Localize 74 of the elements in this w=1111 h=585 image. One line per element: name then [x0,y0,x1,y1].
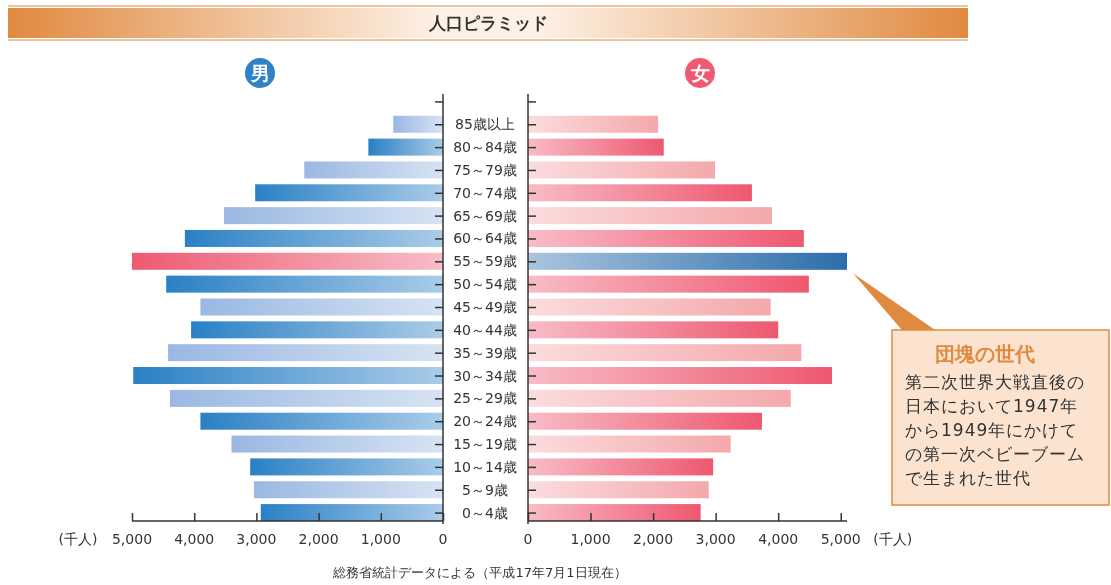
y-tick-label: 80～84歳 [453,139,517,156]
x-tick-label: 5,000 [820,531,861,547]
bar [200,412,443,430]
bar [132,252,443,270]
y-tick-label: 25～29歳 [453,390,517,407]
bar [166,275,443,293]
bar [528,275,809,293]
bar [528,344,802,362]
y-tick-label: 30～34歳 [453,367,517,384]
x-tick-label: 4,000 [758,531,799,547]
bar [168,344,443,362]
bar [200,298,443,316]
y-tick-label: 5～9歳 [462,481,508,498]
x-tick-label: 2,000 [298,531,339,547]
y-tick-label: 20～24歳 [453,413,517,430]
x-tick-label: 4,000 [174,531,215,547]
bar [253,481,443,499]
x-tick-label: 5,000 [111,531,153,547]
bar [528,115,659,133]
bar [528,481,709,499]
bar [528,367,832,385]
text: 団塊の世代 [935,342,1035,366]
bar [528,321,779,339]
text: 総務省統計データによる（平成17年7月1日現在） [332,565,627,580]
x-tick-label: 0 [438,531,448,547]
y-tick-label: 55～59歳 [453,253,517,270]
x-tick-label: 3,000 [695,531,736,547]
bar [191,321,443,339]
y-tick-label: 70～74歳 [453,184,517,201]
y-tick-label: 40～44歳 [453,321,517,338]
y-tick-label: 35～39歳 [453,344,517,361]
bar [528,389,791,407]
bar [368,138,443,156]
bar [133,367,443,385]
y-tick-label: 85歳以上 [455,116,515,133]
bar [528,504,701,522]
x-axis-title: (千人) [873,531,913,547]
bar [528,184,752,202]
y-tick-label: 0～4歳 [462,504,508,521]
bar [393,115,443,133]
bar [169,389,443,407]
text: 人口ピラミッド [427,13,548,33]
bar [528,298,771,316]
bar [528,252,847,270]
text: 第二次世界大戦直後の日本において1947年から1949年にかけての第一次ベビーブームで生まれた世代 [905,371,1086,490]
x-tick-label: 1,000 [570,531,611,547]
y-tick-label: 45～49歳 [453,298,517,315]
bar [528,229,804,247]
bar [231,435,443,453]
bar [528,161,716,179]
x-tick-label: 3,000 [236,531,277,547]
bar [528,435,731,453]
bar [224,207,443,225]
y-tick-label: 50～54歳 [453,276,517,293]
bar [250,458,443,476]
y-tick-label: 65～69歳 [453,207,517,224]
x-axis-title: (千人) [58,531,98,547]
bar [255,184,443,202]
bar [260,504,443,522]
y-tick-label: 10～14歳 [453,458,517,475]
y-tick-label: 60～64歳 [453,230,517,247]
bar [528,458,714,476]
text: 男 [249,62,270,84]
y-tick-label: 75～79歳 [453,161,517,178]
bar [528,138,664,156]
bar [304,161,443,179]
x-tick-label: 1,000 [360,531,401,547]
y-tick-label: 15～19歳 [453,436,517,453]
bar [528,207,772,225]
bar [184,229,443,247]
x-tick-label: 0 [523,531,533,547]
x-tick-label: 2,000 [633,531,674,547]
bar [528,412,762,430]
text: 女 [689,62,710,84]
